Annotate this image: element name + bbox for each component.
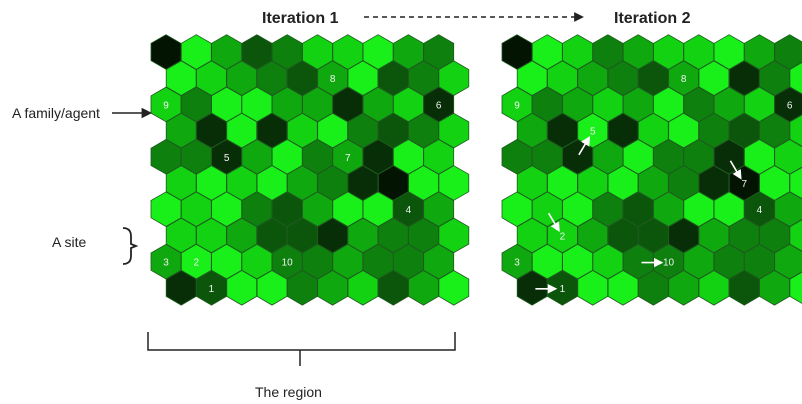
agent-number: 5 <box>590 127 596 138</box>
move-arrow <box>547 212 560 233</box>
hex-grid-iteration-1: 1 2 3 4 5 6 7 8 9 10 <box>150 34 470 306</box>
iteration-2-title: Iteration 2 <box>614 10 691 27</box>
agent-number: 10 <box>282 258 294 269</box>
agent-number: 3 <box>514 258 520 269</box>
agent-number: 1 <box>209 284 215 295</box>
agent-number: 8 <box>330 74 336 85</box>
agent-number: 9 <box>514 100 520 111</box>
agent-number: 1 <box>560 284 566 295</box>
iteration-1-title: Iteration 1 <box>262 10 339 27</box>
agent-number: 4 <box>406 205 412 216</box>
family-agent-label: A family/agent <box>12 105 100 121</box>
hex-grid-iteration-2: 1 2 3 4 5 6 7 8 9 10 <box>501 34 802 306</box>
hex-site <box>789 219 802 252</box>
agent-number: 6 <box>436 100 442 111</box>
agent-number: 2 <box>560 231 566 242</box>
hex-site <box>438 270 470 306</box>
site-label: A site <box>52 234 86 250</box>
site-bracket <box>122 227 139 265</box>
move-arrow <box>578 135 591 156</box>
hex-site <box>789 166 802 200</box>
hex-site <box>789 114 802 147</box>
agent-number: 7 <box>345 153 351 164</box>
agent-number: 2 <box>194 258 200 269</box>
region-bracket <box>147 332 456 366</box>
hex-site <box>789 62 802 95</box>
agent-number: 9 <box>163 100 169 111</box>
hex-site <box>789 271 802 304</box>
hex-site <box>286 270 318 306</box>
agent-number: 3 <box>163 258 169 269</box>
agent-number: 8 <box>681 74 687 85</box>
move-arrow <box>729 160 742 180</box>
agent-number: 4 <box>757 205 763 216</box>
agent-number: 5 <box>224 153 230 164</box>
region-label: The region <box>255 384 322 400</box>
agent-number: 10 <box>663 258 675 269</box>
agent-number: 6 <box>787 100 793 111</box>
hex-site <box>196 270 227 306</box>
agent-number: 7 <box>741 179 747 190</box>
